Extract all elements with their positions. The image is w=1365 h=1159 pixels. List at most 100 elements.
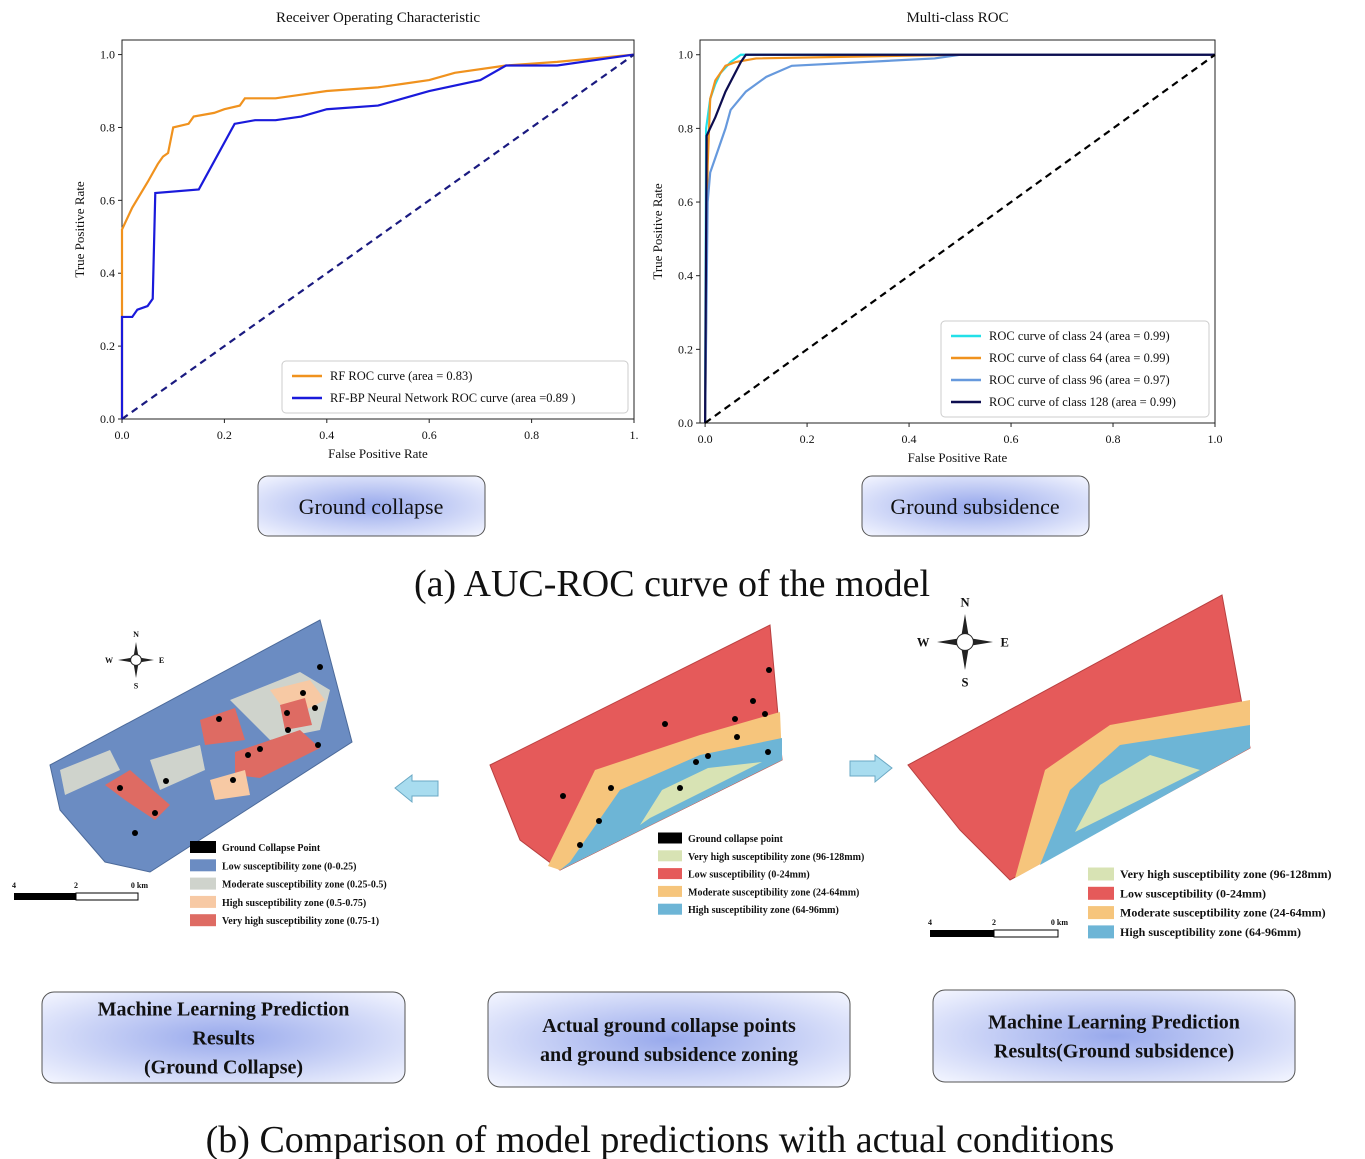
legend-swatch: [1088, 925, 1114, 938]
box-label: Actual ground collapse points: [542, 1015, 796, 1037]
legend-swatch: [658, 904, 682, 915]
legend-swatch: [190, 841, 216, 853]
legend-label: ROC curve of class 64 (area = 0.99): [989, 351, 1170, 365]
x-tick-label: 0.2: [800, 432, 815, 446]
legend-swatch: [190, 859, 216, 871]
compass-letter: E: [159, 656, 164, 665]
legend-label: Moderate susceptibility zone (24-64mm): [688, 887, 859, 898]
legend-label: High susceptibility zone (64-96mm): [688, 905, 839, 916]
legend-label: Ground Collapse Point: [222, 843, 321, 854]
y-tick-label: 0.4: [678, 269, 693, 283]
legend-label: ROC curve of class 24 (area = 0.99): [989, 329, 1170, 343]
box-label: Results: [192, 1028, 254, 1050]
y-tick-label: 0.8: [100, 120, 115, 134]
legend-label: High susceptibility zone (64-96mm): [1120, 925, 1301, 939]
legend-swatch: [658, 850, 682, 861]
x-tick-label: 0.4: [319, 428, 334, 442]
y-tick-label: 0.8: [678, 121, 693, 135]
legend-swatch: [658, 868, 682, 879]
y-tick-label: 0.2: [678, 342, 693, 356]
legend-label: RF ROC curve (area = 0.83): [330, 369, 472, 383]
legend-label: ROC curve of class 96 (area = 0.97): [989, 373, 1170, 387]
box-label: Results(Ground subsidence): [994, 1041, 1234, 1063]
legend-label: Very high susceptibility zone (0.75-1): [222, 916, 379, 927]
x-axis-label: False Positive Rate: [328, 446, 428, 461]
box-label: (Ground Collapse): [144, 1057, 303, 1079]
legend-label: Low susceptibility zone (0-0.25): [222, 861, 356, 872]
y-axis-label: True Positive Rate: [650, 183, 665, 280]
x-tick-label: 1.0: [1208, 432, 1223, 446]
legend-label: Very high susceptibility zone (96-128mm): [688, 852, 864, 863]
panel-label: Ground subsidence: [890, 494, 1059, 519]
x-tick-label: 0.0: [115, 428, 130, 442]
arrow: [850, 755, 892, 782]
scale-bar: [76, 893, 138, 900]
x-axis-label: False Positive Rate: [908, 450, 1008, 465]
compass-letter: W: [105, 656, 113, 665]
scale-label: 2: [74, 881, 78, 890]
figure: Ground collapse Ground subsidence (a) AU…: [0, 0, 1365, 1159]
arrow: [395, 775, 438, 802]
scale-label: 0 km: [1051, 918, 1068, 927]
label-box: [933, 990, 1295, 1082]
scale-bar: [930, 930, 994, 937]
x-tick-label: 0.6: [1004, 432, 1019, 446]
x-tick-label: 0.8: [1106, 432, 1121, 446]
chart-title: Multi-class ROC: [906, 10, 1008, 26]
box-label: and ground subsidence zoning: [540, 1044, 798, 1066]
y-tick-label: 0.6: [678, 195, 693, 209]
legend-swatch: [190, 878, 216, 890]
y-tick-label: 1.0: [678, 48, 693, 62]
box-label: Machine Learning Prediction: [988, 1012, 1240, 1034]
y-tick-label: 0.0: [678, 416, 693, 430]
legend-swatch: [1088, 868, 1114, 881]
legend-label: Very high susceptibility zone (96-128mm): [1120, 867, 1332, 881]
y-tick-label: 1.0: [100, 48, 115, 62]
compass-letter: S: [961, 675, 968, 689]
x-tick-label: 0.4: [902, 432, 917, 446]
panel-label: Ground collapse: [299, 494, 444, 519]
box-label: Machine Learning Prediction: [98, 999, 350, 1021]
legend-swatch: [1088, 887, 1114, 900]
compass-letter: E: [1001, 635, 1009, 649]
compass-letter: N: [960, 595, 969, 609]
legend-label: High susceptibility zone (0.5-0.75): [222, 898, 366, 909]
scale-bar: [994, 930, 1058, 937]
y-tick-label: 0.0: [100, 412, 115, 426]
scale-label: 2: [992, 918, 996, 927]
scale-bar: [14, 893, 76, 900]
caption: (b) Comparison of model predictions with…: [206, 1119, 1115, 1159]
x-tick-label: 1.: [630, 428, 639, 442]
legend-label: ROC curve of class 128 (area = 0.99): [989, 395, 1176, 409]
legend-label: Moderate susceptibility zone (24-64mm): [1120, 906, 1326, 920]
legend-label: Low susceptibility (0-24mm): [688, 870, 810, 881]
chart-title: Receiver Operating Characteristic: [276, 10, 480, 26]
y-tick-label: 0.2: [100, 339, 115, 353]
x-tick-label: 0.8: [524, 428, 539, 442]
scale-label: 4: [12, 881, 16, 890]
label-box: [488, 992, 850, 1087]
x-tick-label: 0.0: [698, 432, 713, 446]
compass-letter: S: [134, 682, 139, 691]
x-tick-label: 0.6: [422, 428, 437, 442]
map-collapse: [50, 620, 352, 872]
scale-label: 0 km: [131, 881, 148, 890]
page: {"chart_data":[ {"type":"line","title":"…: [0, 0, 1365, 1159]
legend-swatch: [658, 833, 682, 844]
legend-label: Moderate susceptibility zone (0.25-0.5): [222, 880, 387, 891]
legend-swatch: [1088, 906, 1114, 919]
legend-swatch: [658, 886, 682, 897]
y-tick-label: 0.6: [100, 193, 115, 207]
y-axis-label: True Positive Rate: [72, 181, 87, 278]
legend-swatch: [190, 914, 216, 926]
compass: [957, 634, 974, 651]
x-tick-label: 0.2: [217, 428, 232, 442]
legend-label: Low susceptibility (0-24mm): [1120, 886, 1266, 900]
legend-label: Ground collapse point: [688, 834, 784, 845]
caption: (a) AUC-ROC curve of the model: [414, 563, 930, 605]
compass-letter: N: [133, 630, 139, 639]
y-tick-label: 0.4: [100, 266, 115, 280]
compass: [131, 655, 142, 666]
legend-label: RF-BP Neural Network ROC curve (area =0.…: [330, 391, 575, 405]
scale-label: 4: [928, 918, 932, 927]
